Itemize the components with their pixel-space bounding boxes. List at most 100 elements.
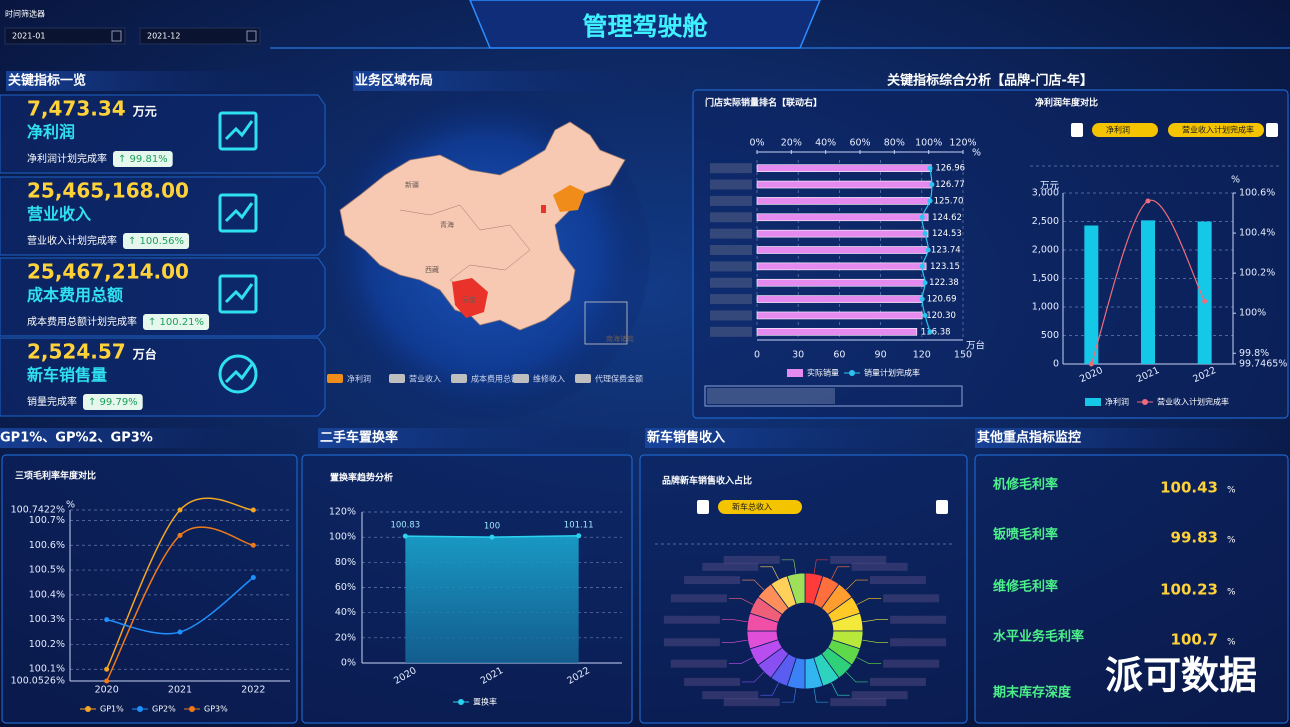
label-blur <box>723 698 780 707</box>
legend-dot <box>85 706 91 712</box>
rate-point <box>919 263 925 269</box>
kpi-name: 营业收入 <box>27 205 91 224</box>
dropdown[interactable] <box>718 500 802 514</box>
bar <box>756 246 928 254</box>
category-blur <box>710 212 752 223</box>
nanhai-box <box>584 301 628 345</box>
kpi-value: 7,473.34 <box>27 97 126 121</box>
y2-tick-label: 100.6% <box>1239 188 1275 199</box>
map-label: 新疆 <box>405 180 419 189</box>
section-title: 业务区域布局 <box>355 73 433 89</box>
map-region-highlight <box>553 185 585 212</box>
data-label: 101.11 <box>564 520 594 530</box>
rate-point <box>922 280 928 286</box>
rate-point <box>927 198 933 204</box>
leader-line <box>845 671 868 683</box>
panel <box>974 454 1289 724</box>
x2-tick-label: 60% <box>849 138 870 149</box>
metric-unit: % <box>1227 638 1236 648</box>
legend-label: 营业收入计划完成率 <box>1157 397 1229 407</box>
data-label: 124.53 <box>932 229 962 239</box>
legend-dot <box>137 706 143 712</box>
x-tick-label: 0 <box>754 350 760 361</box>
label-blur <box>869 677 926 686</box>
kpi-unit: 万元 <box>132 105 157 119</box>
axis-unit: % <box>1231 175 1240 186</box>
date-input[interactable] <box>139 27 261 45</box>
nav-button[interactable] <box>936 500 948 514</box>
y-tick-label: 100.5% <box>29 565 65 576</box>
leader-line <box>831 566 850 580</box>
x-tick-label: 120 <box>913 350 931 361</box>
map-label: 南海诸岛 <box>606 334 634 343</box>
legend-swatch <box>451 374 467 383</box>
area-point <box>489 534 495 540</box>
rate-point <box>919 214 925 220</box>
range-slider[interactable] <box>704 385 963 407</box>
legend-label: 成本费用总额 <box>471 374 519 384</box>
date-start: 2021-01 <box>12 32 45 41</box>
section-bar <box>645 428 965 448</box>
rate-point <box>1145 198 1151 204</box>
kpi-value: 25,465,168.00 <box>27 179 189 203</box>
nav-button[interactable] <box>1266 123 1278 137</box>
y-tick-label: 100.7422% <box>11 505 65 516</box>
watermark: 派可数据 <box>1105 654 1257 698</box>
x2-tick-label: 100% <box>915 138 942 149</box>
x-tick-label: 150 <box>954 350 972 361</box>
calendar-icon <box>111 30 122 42</box>
rate-point <box>927 165 933 171</box>
chart-title: 净利润年度对比 <box>1035 97 1098 109</box>
section-title: 其他重点指标监控 <box>977 430 1081 446</box>
legend-swatch <box>513 374 529 383</box>
range-slider-window[interactable] <box>707 388 835 404</box>
kpi-value: 2,524.57 <box>27 340 126 364</box>
date-input[interactable] <box>4 27 126 45</box>
leader-line <box>721 619 748 623</box>
leader-line <box>728 657 754 664</box>
metric-unit: % <box>1227 486 1236 496</box>
data-label: 120.69 <box>927 295 957 305</box>
section-bar <box>353 71 683 91</box>
x-tick-label: 2020 <box>95 685 119 696</box>
metric-name: 维修毛利率 <box>993 579 1058 595</box>
category-blur <box>710 310 752 321</box>
data-label: 123.74 <box>931 246 961 256</box>
date-end: 2021-12 <box>147 32 180 41</box>
leader-line <box>831 682 850 696</box>
kpi-rate-badge <box>83 394 143 410</box>
metric-value: 99.83 <box>1171 529 1218 547</box>
label-blur <box>851 691 908 700</box>
dropdown[interactable] <box>1168 123 1264 137</box>
nav-button[interactable] <box>1071 123 1083 137</box>
category-blur <box>710 179 752 190</box>
label-blur <box>883 659 940 668</box>
kpi-name: 新车销售量 <box>27 366 107 385</box>
leader-line <box>856 598 882 605</box>
rate-point <box>929 182 935 188</box>
bar <box>756 295 924 303</box>
legend-dot <box>458 699 464 705</box>
x-tick-label: 60 <box>833 350 845 361</box>
y-tick-label: 80% <box>335 557 356 568</box>
nav-button[interactable] <box>697 500 709 514</box>
series-point <box>104 666 110 672</box>
section-bar <box>975 428 1286 448</box>
metric-unit: % <box>1227 588 1236 598</box>
y-tick-label: 60% <box>335 582 356 593</box>
y-tick-label: 100.3% <box>29 614 65 625</box>
y-tick-label: 100.2% <box>29 639 65 650</box>
label-blur <box>830 555 887 564</box>
series-line <box>105 497 254 670</box>
legend-label: 置换率 <box>473 697 497 707</box>
map-region-highlight <box>452 278 488 318</box>
dropdown-label: 净利润 <box>1106 125 1130 135</box>
x2-tick-label: 80% <box>884 138 905 149</box>
legend-label: GP2% <box>152 705 176 714</box>
kpi-rate-label: 成本费用总额计划完成率 <box>27 315 137 328</box>
legend-label: GP1% <box>100 705 124 714</box>
map-borders <box>399 204 531 301</box>
dropdown[interactable] <box>1092 123 1158 137</box>
panel <box>1 454 298 724</box>
